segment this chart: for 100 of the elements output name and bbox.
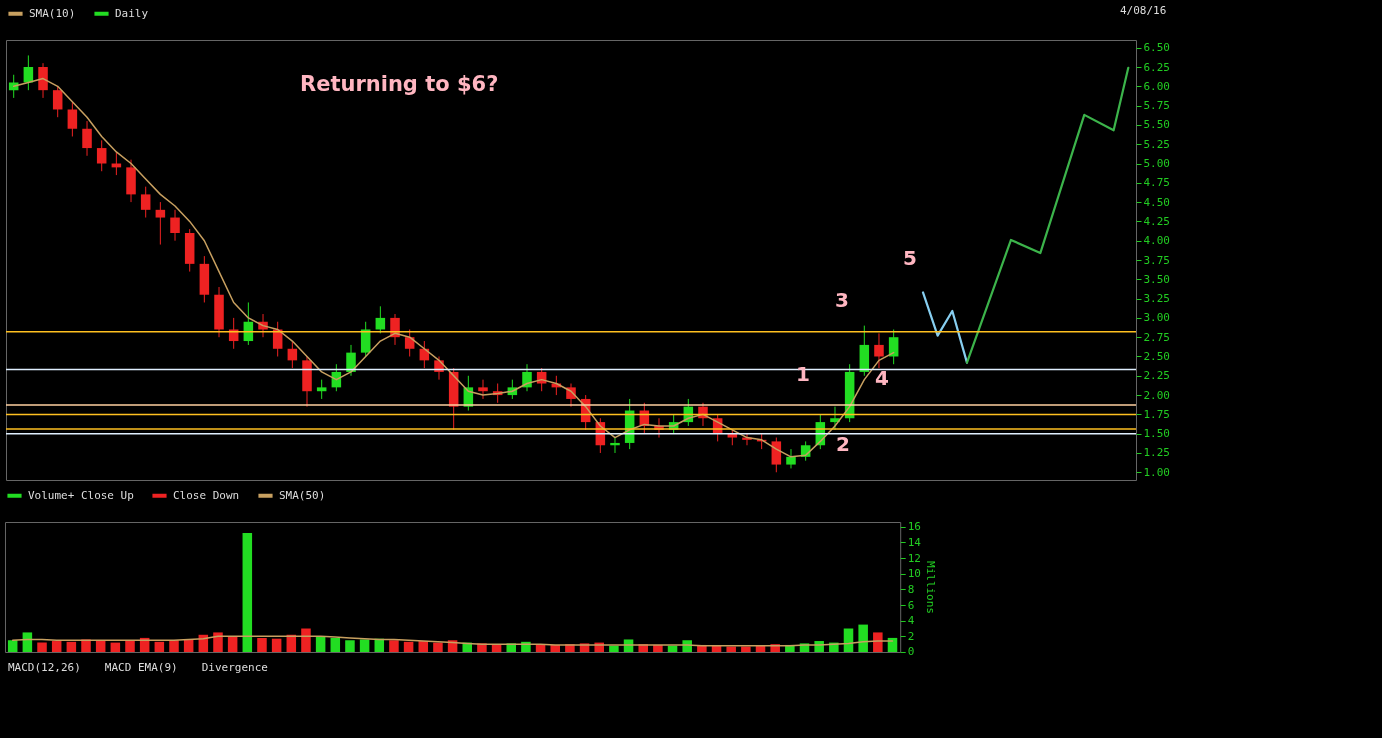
bar (7, 640, 18, 652)
candlestick (82, 120, 92, 157)
text: MACD EMA(9) (104, 661, 178, 674)
y-tick-label: 1.75 (1143, 407, 1170, 421)
legend-label: Daily (115, 6, 149, 20)
bar (213, 632, 223, 652)
y-tick-label: 8 (907, 582, 915, 596)
bar (609, 645, 619, 652)
candlestick (478, 379, 488, 400)
y-tick-label: 2.50 (1143, 349, 1170, 363)
bar (330, 637, 341, 652)
bar (169, 640, 179, 652)
y-tick-label: 3.75 (1143, 253, 1170, 267)
candlestick (287, 340, 298, 369)
candlestick (786, 448, 796, 469)
bar (667, 645, 678, 652)
y-tick-label: 2.75 (1143, 330, 1170, 344)
y-tick-label: 5.00 (1143, 157, 1170, 171)
line-series (11, 635, 894, 647)
candlestick (52, 85, 63, 118)
bar (550, 644, 560, 652)
y-tick-label: 5.25 (1143, 137, 1170, 151)
y-tick-label: 1.25 (1143, 446, 1170, 460)
candlestick (316, 379, 327, 400)
annotation: 5 (903, 246, 917, 270)
candlestick (155, 201, 166, 246)
candlestick (610, 437, 620, 454)
y-tick-label: 3.25 (1143, 292, 1170, 306)
y-tick-label: 0 (907, 645, 915, 659)
candlestick (170, 209, 180, 242)
candlestick (38, 62, 48, 99)
y-tick-label: 2.25 (1143, 369, 1170, 383)
bar (183, 639, 194, 652)
bar (345, 640, 355, 652)
y-axis-title: Millions (923, 561, 937, 614)
y-tick-label: 16 (907, 520, 921, 534)
legend-label: SMA(10) (29, 6, 76, 20)
y-tick-label: 4.75 (1143, 176, 1170, 190)
text: Divergence (201, 661, 268, 674)
y-tick-label: 3.50 (1143, 272, 1170, 286)
y-tick-label: 4 (907, 614, 915, 628)
bar (873, 632, 883, 652)
y-tick-label: 6.00 (1143, 79, 1170, 93)
text: MACD(12,26) (8, 661, 81, 674)
candlestick (346, 344, 356, 377)
y-tick-label: 12 (907, 551, 921, 565)
legend-label: SMA(50) (279, 488, 326, 502)
bar (858, 624, 868, 652)
line-series (965, 66, 1130, 364)
bar (726, 646, 736, 652)
bar (81, 639, 91, 652)
bar (741, 646, 751, 652)
y-tick-label: 4.00 (1143, 234, 1170, 248)
annotation: 2 (836, 432, 850, 456)
candlestick (874, 332, 884, 369)
line-series (921, 291, 969, 364)
candlestick (375, 305, 386, 334)
y-tick-label: 2.00 (1143, 388, 1170, 402)
bar (271, 638, 282, 652)
candlestick (67, 101, 78, 137)
bar (154, 641, 165, 652)
bar (125, 641, 135, 652)
bar (403, 641, 414, 652)
bar (301, 628, 311, 652)
candlestick (771, 437, 782, 473)
bar (242, 532, 253, 652)
annotation: 3 (835, 288, 849, 312)
bar (110, 642, 121, 652)
y-tick-label: 2 (907, 629, 915, 643)
candlestick (830, 406, 840, 431)
bar (359, 639, 370, 652)
y-tick-label: 6 (907, 598, 915, 612)
y-tick-label: 4.25 (1143, 214, 1170, 228)
bar (51, 641, 62, 652)
legend-label: Close Down (173, 488, 240, 502)
candlestick (96, 139, 107, 172)
y-tick-label: 5.50 (1143, 118, 1170, 132)
y-tick-label: 4.50 (1143, 195, 1170, 209)
annotation: Returning to $6? (300, 72, 499, 96)
y-tick-label: 5.75 (1143, 99, 1170, 113)
y-tick-label: 14 (907, 535, 922, 549)
bar (257, 637, 267, 652)
y-tick-label: 1.00 (1143, 465, 1170, 479)
bar (22, 632, 33, 652)
bar (433, 642, 443, 652)
text: 4/08/16 (1120, 4, 1167, 17)
bar (227, 636, 238, 652)
bar (66, 641, 77, 652)
y-tick-label: 6.25 (1143, 60, 1170, 74)
y-tick-label: 10 (907, 567, 921, 581)
bar (755, 645, 766, 652)
bar (37, 642, 47, 652)
bar (389, 640, 399, 652)
y-tick-label: 6.50 (1143, 41, 1170, 55)
legend-label: Volume+ Close Up (28, 488, 134, 502)
bar (711, 645, 722, 652)
bar (315, 636, 326, 652)
annotation: 1 (796, 362, 810, 386)
annotation: 4 (875, 366, 889, 390)
candlestick (140, 186, 151, 219)
